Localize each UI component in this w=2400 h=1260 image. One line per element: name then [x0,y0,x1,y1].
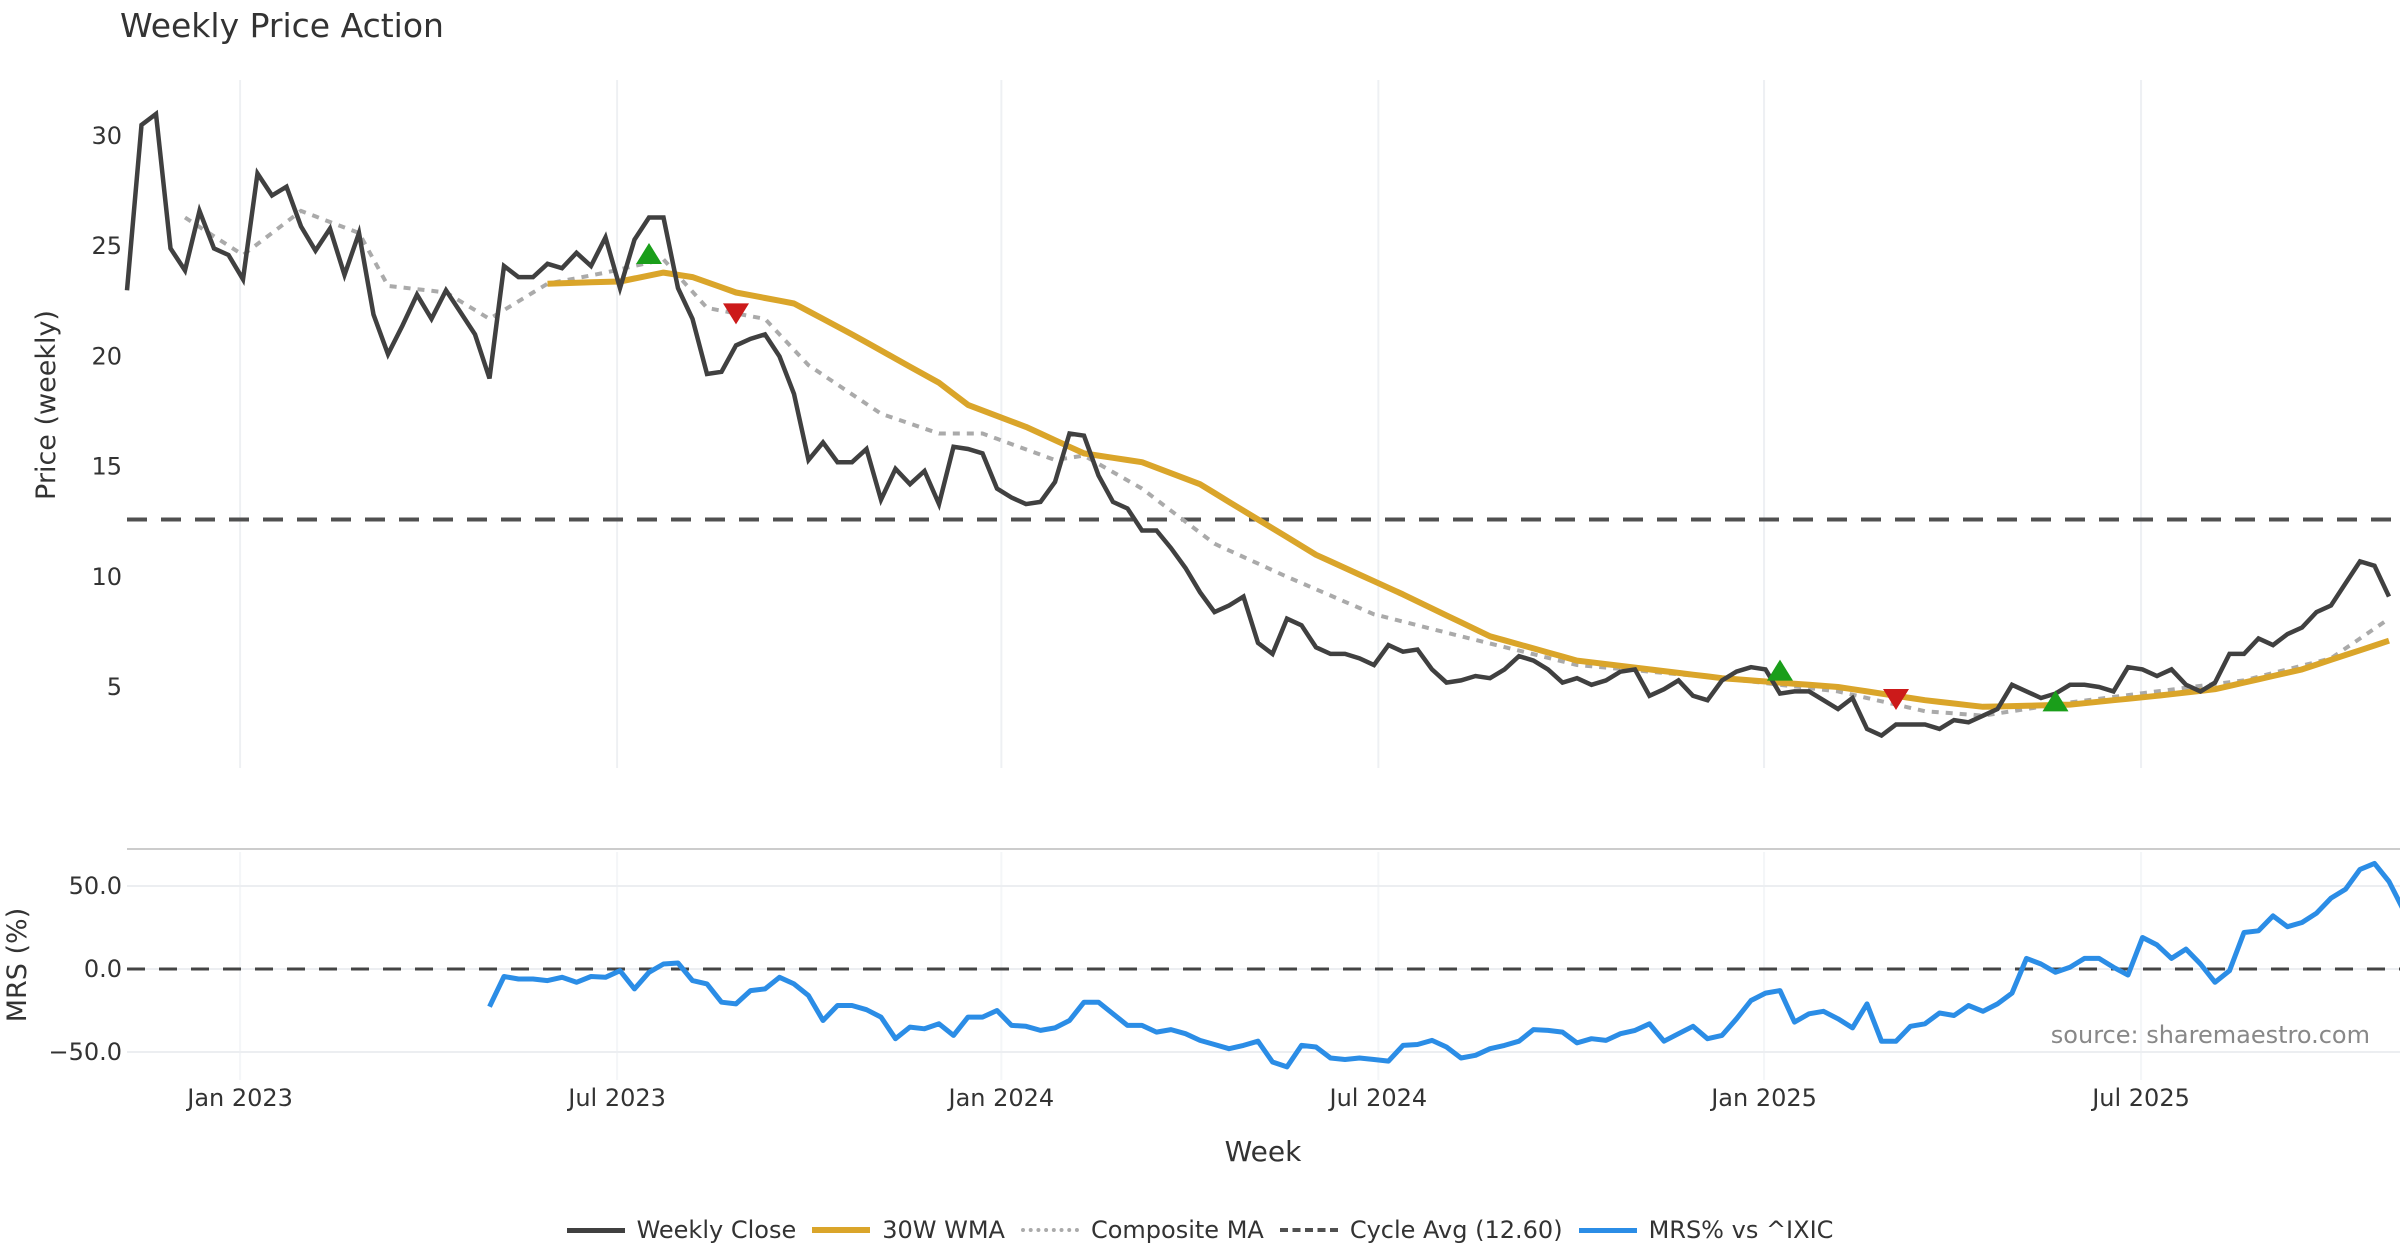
legend: Weekly Close 30W WMA Composite MA Cycle … [0,1212,2400,1248]
mrs-line [487,860,2400,1070]
price-y-tick-label: 20 [91,342,122,370]
legend-swatch-30w-wma [812,1227,871,1233]
source-annotation: source: sharemaestro.com [2050,1021,2370,1049]
mrs-y-tick-label: −50.0 [48,1038,122,1066]
x-tick-label: Jul 2023 [566,1084,666,1112]
chart-title: Weekly Price Action [120,6,444,45]
legend-label: Weekly Close [636,1216,797,1244]
legend-item-cycle-avg[interactable]: Cycle Avg (12.60) [1279,1216,1563,1244]
legend-item-weekly-close[interactable]: Weekly Close [566,1216,797,1244]
price-y-ticks: 5 10 15 20 25 30 [91,122,122,701]
mrs-y-axis-label: MRS (%) [2,908,33,1023]
x-tick-label: Jan 2025 [1709,1084,1817,1112]
buy-signal-marker [1767,659,1793,681]
composite-ma-line [183,208,2391,718]
legend-swatch-composite-ma [1020,1228,1079,1232]
x-tick-label: Jul 2025 [2090,1084,2190,1112]
price-y-axis-label: Price (weekly) [31,310,62,500]
mrs-y-tick-label: 50.0 [69,872,122,900]
sell-signal-marker [1883,689,1909,711]
legend-label: MRS% vs ^IXIC [1648,1216,1834,1244]
weekly-close-line [124,109,2392,739]
price-y-tick-label: 15 [91,453,122,481]
sell-signal-marker [723,303,749,325]
x-tick-label: Jan 2024 [946,1084,1054,1112]
mrs-y-ticks: 50.0 0.0 −50.0 [48,872,122,1066]
x-tick-label: Jan 2023 [185,1084,293,1112]
price-y-tick-label: 30 [91,122,122,150]
price-y-tick-label: 10 [91,563,122,591]
legend-label: Composite MA [1090,1216,1264,1244]
legend-item-mrs[interactable]: MRS% vs ^IXIC [1578,1216,1834,1244]
legend-item-composite-ma[interactable]: Composite MA [1020,1216,1264,1244]
x-axis-label: Week [1225,1135,1302,1168]
mrs-series [127,860,2400,1070]
legend-swatch-weekly-close [566,1227,625,1233]
signal-markers [636,243,2069,712]
legend-swatch-mrs [1578,1227,1637,1233]
legend-label: Cycle Avg (12.60) [1349,1216,1563,1244]
legend-item-30w-wma[interactable]: 30W WMA [812,1216,1005,1244]
legend-label: 30W WMA [882,1216,1005,1244]
buy-signal-marker [2042,690,2069,712]
price-panel-grid [239,80,2143,768]
price-y-tick-label: 5 [107,673,122,701]
x-tick-label: Jul 2024 [1328,1084,1428,1112]
wma-30w-line [547,269,2390,710]
price-series [124,109,2400,739]
x-ticks: Jan 2023 Jul 2023 Jan 2024 Jul 2024 Jan 2025… [185,1084,2190,1112]
price-y-tick-label: 25 [91,232,122,260]
mrs-y-tick-label: 0.0 [84,955,122,983]
buy-signal-marker [636,243,662,265]
legend-swatch-cycle-avg [1279,1228,1338,1232]
